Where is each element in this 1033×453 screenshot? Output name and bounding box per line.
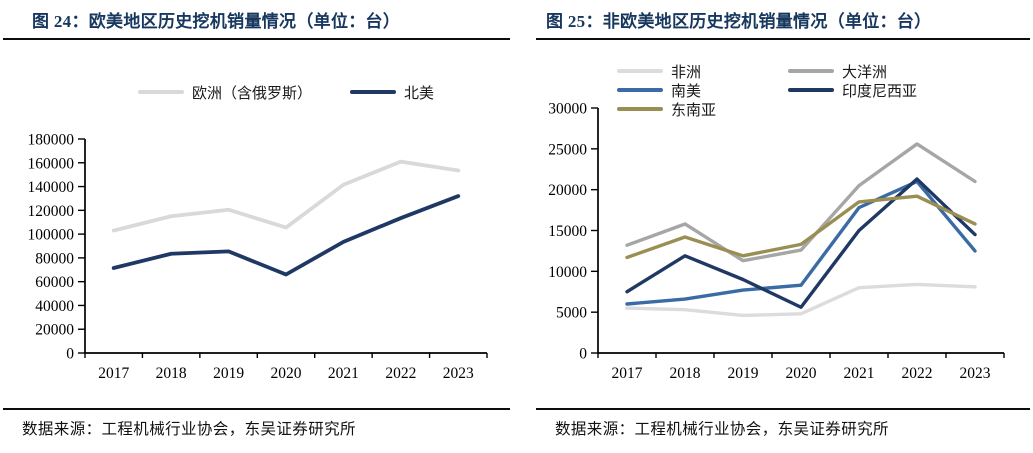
x-tick-label: 2023 [960,365,991,382]
x-tick-label: 2018 [670,365,701,382]
figure-24-legend: 欧洲（含俄罗斯） 北美 [85,83,487,102]
series-line-1 [625,142,977,263]
legend-label: 南美 [671,83,702,100]
y-tick-label: 80000 [35,250,74,267]
y-tick-label: 5000 [556,305,587,322]
legend-label: 东南亚 [671,102,717,119]
legend-label: 非洲 [671,64,702,81]
figure-25-line-chart: 0 5000 10000 15000 20000 25000 30000 2017 2018 20… [548,101,1005,382]
y-tick-label: 140000 [28,179,75,196]
x-tick-label: 2021 [328,365,359,382]
y-tick-label: 40000 [35,298,74,315]
y-tick-label: 20000 [548,182,587,199]
y-tick-label: 180000 [28,132,75,149]
legend-line-marker [617,68,663,74]
y-tick-label: 0 [66,346,74,363]
y-tick-label: 100000 [28,227,75,244]
figure-24-data-source: 数据来源：工程机械行业协会，东吴证券研究所 [22,421,356,438]
x-tick-label: 2020 [786,365,817,382]
x-tick-label: 2017 [98,365,129,382]
series-line-0 [625,282,977,318]
legend-line-marker [788,68,834,74]
legend-item: 南美 [617,81,788,100]
legend-item: 北美 [350,83,435,102]
y-tick-label: 10000 [548,264,587,281]
x-tick-label: 2023 [443,365,474,382]
legend-line-marker [617,106,663,112]
source-divider [536,408,1030,410]
y-tick-label: 15000 [548,223,587,240]
figure-24-panel: 图 24：欧美地区历史挖机销量情况（单位：台） 0 20000 40000 60000… [3,0,510,453]
legend-line-marker [137,89,184,95]
x-tick-label: 2018 [156,365,187,382]
figure-25-panel: 图 25：非欧美地区历史挖机销量情况（单位：台） 0 5000 10000 15000… [536,0,1030,453]
legend-label: 北美 [404,85,435,102]
legend-item: 欧洲（含俄罗斯） [137,83,312,102]
x-tick-label: 2022 [902,365,933,382]
y-tick-label: 20000 [35,322,74,339]
title-divider [3,38,510,40]
figure-25-legend: 非洲 大洋洲南美 印度尼西亚东南亚 [617,62,918,119]
figure-25-title: 图 25：非欧美地区历史挖机销量情况（单位：台） [546,12,932,31]
x-tick-label: 2020 [271,365,302,382]
legend-item: 印度尼西亚 [788,81,918,100]
legend-line-marker [617,87,663,93]
series-line-4 [625,194,977,260]
y-tick-label: 160000 [28,155,75,172]
y-tick-label: 120000 [28,203,75,220]
legend-item: 东南亚 [617,100,788,119]
x-tick-label: 2021 [844,365,875,382]
legend-label: 大洋洲 [842,64,888,81]
legend-item: 非洲 [617,62,788,81]
x-tick-label: 2019 [728,365,759,382]
series-line-1 [111,194,461,277]
figure-24-line-chart: 0 20000 40000 60000 80000 100000 120000 140000 1… [28,132,488,382]
figure-25-data-source: 数据来源：工程机械行业协会，东吴证券研究所 [555,421,889,438]
series-line-3 [625,177,977,309]
legend-label: 印度尼西亚 [842,83,918,100]
x-tick-label: 2019 [213,365,244,382]
title-divider [536,38,1030,40]
figure-24-title: 图 24：欧美地区历史挖机销量情况（单位：台） [32,12,401,31]
y-tick-label: 60000 [35,274,74,291]
legend-label: 欧洲（含俄罗斯） [191,85,312,102]
y-tick-label: 30000 [548,101,587,118]
legend-line-marker [788,87,834,93]
series-line-0 [111,159,461,233]
series-line-2 [625,179,977,306]
x-tick-label: 2017 [612,365,643,382]
source-divider [3,408,510,410]
x-tick-label: 2022 [385,365,416,382]
y-tick-label: 0 [579,346,587,363]
legend-line-marker [350,89,396,95]
legend-item: 大洋洲 [788,62,917,81]
y-tick-label: 25000 [548,141,587,158]
